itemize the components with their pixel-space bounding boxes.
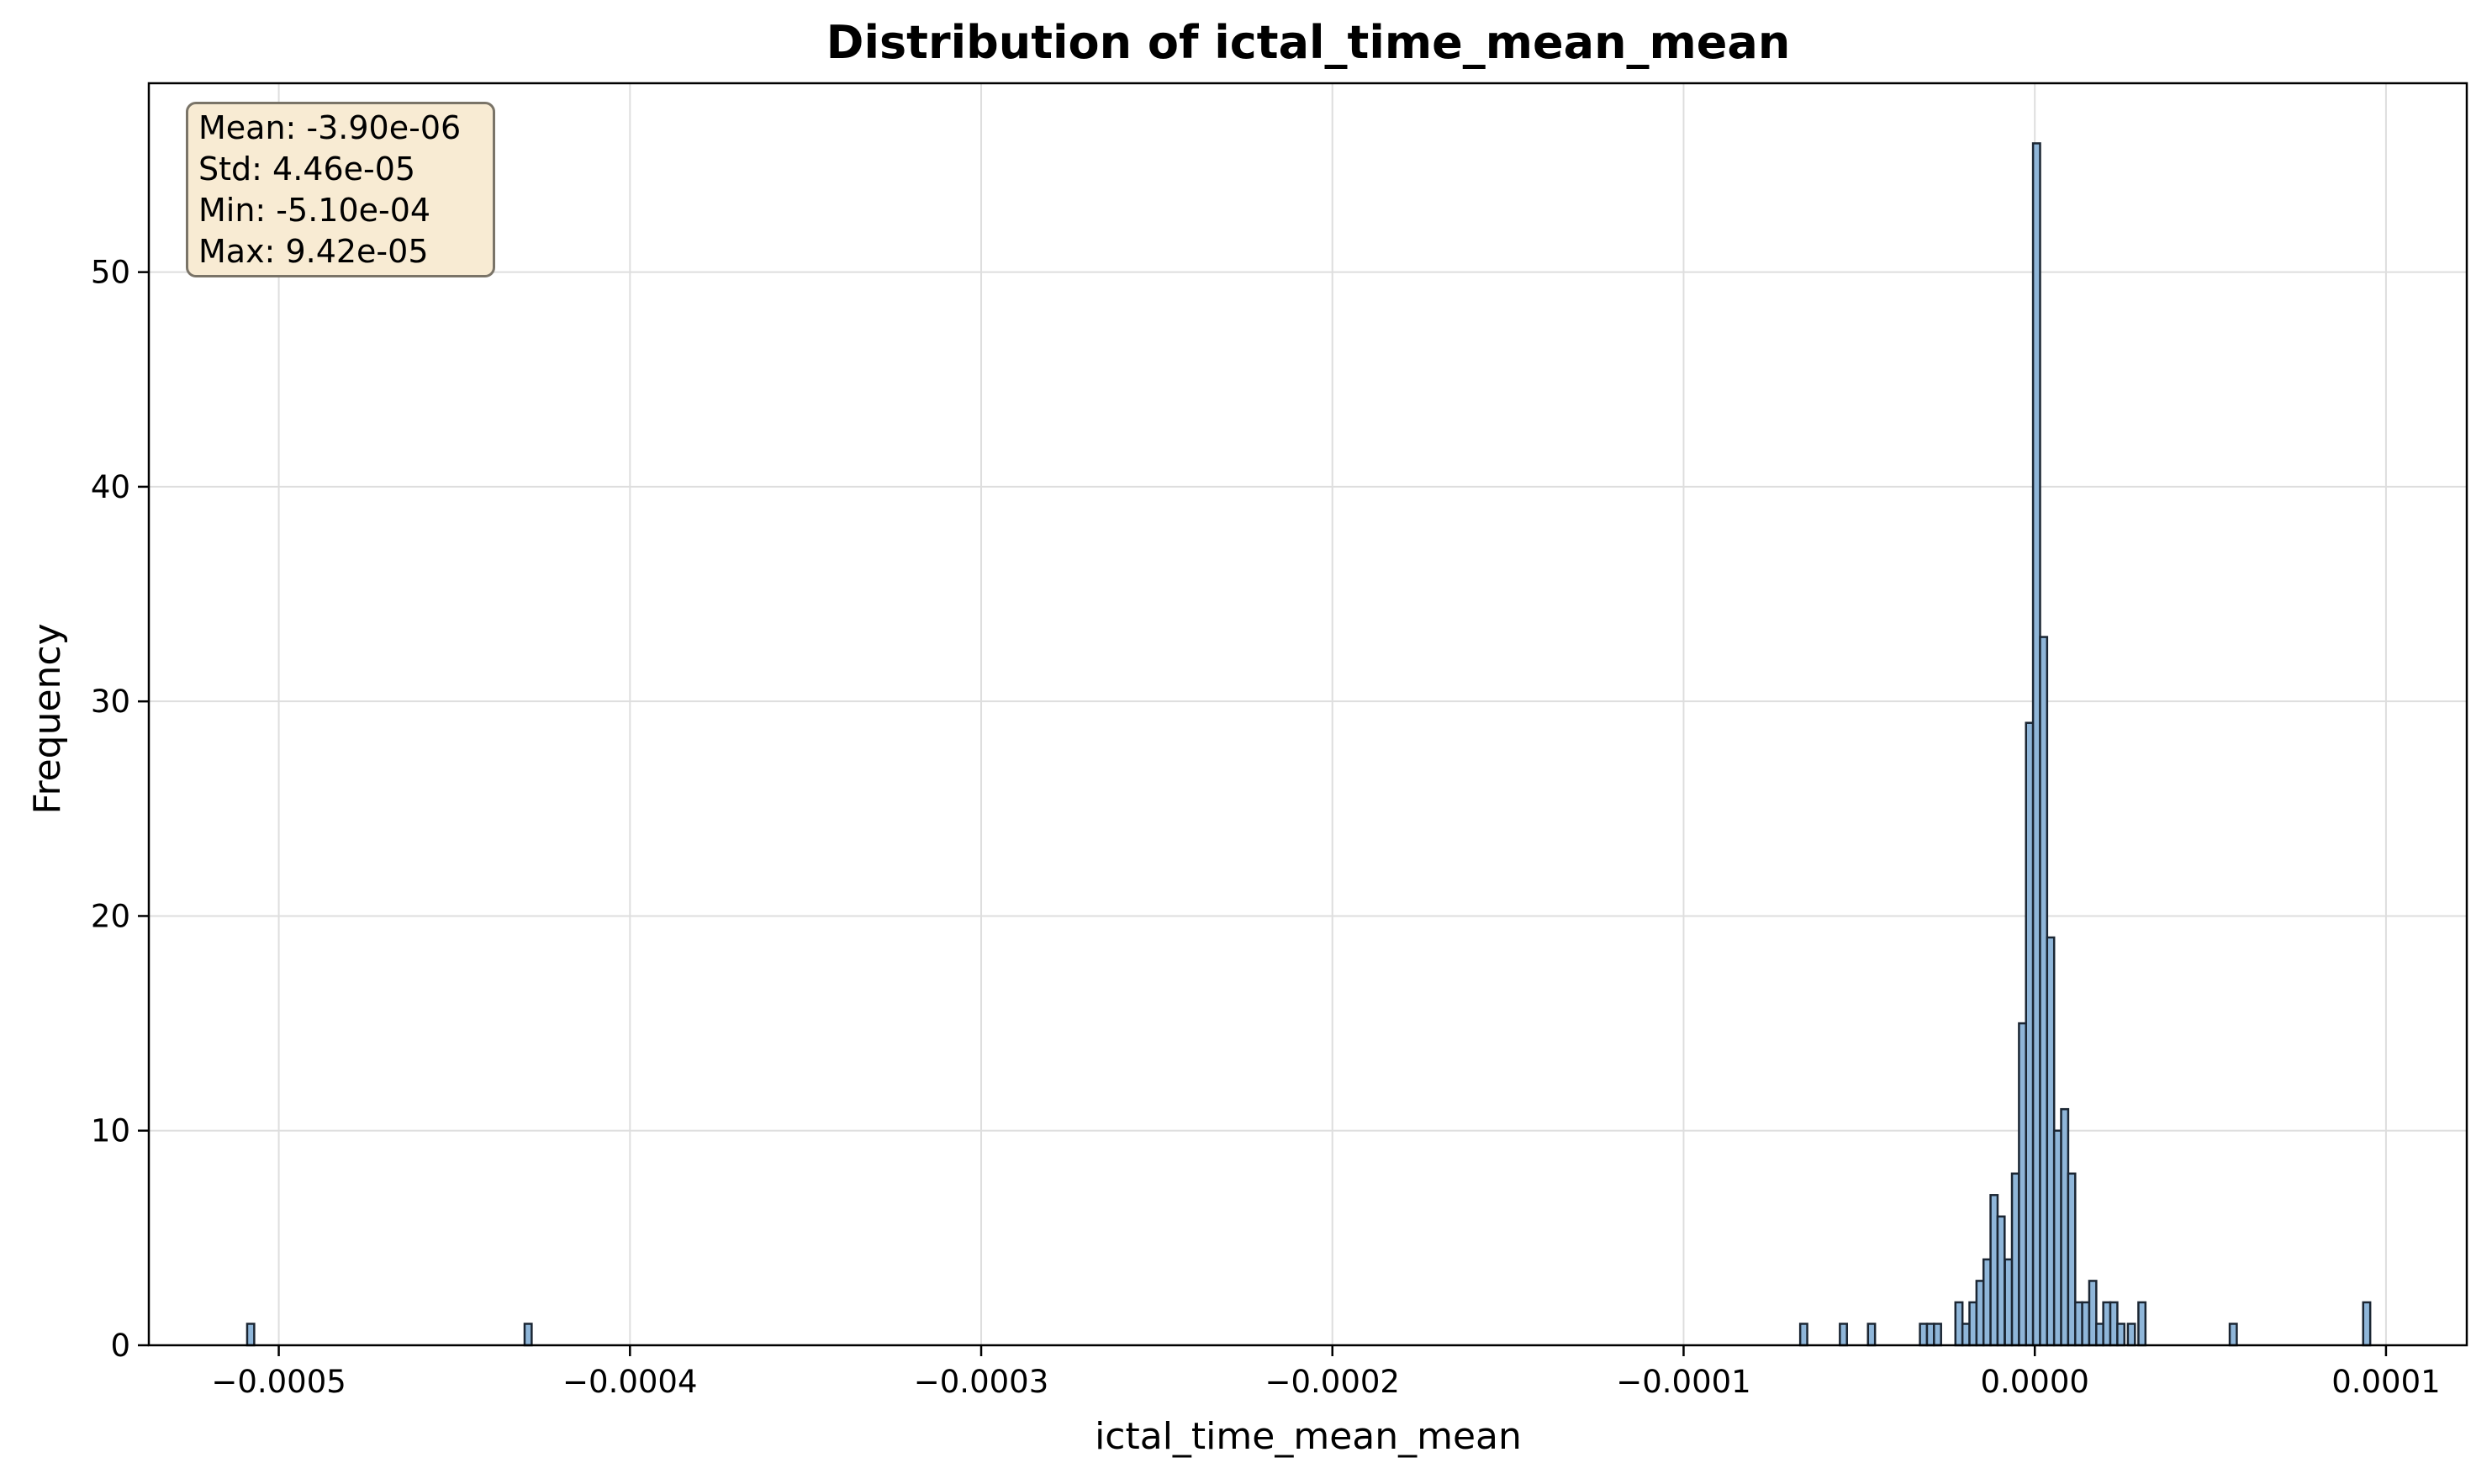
x-tick-label: 0.0001	[2331, 1364, 2440, 1400]
stats-std: Std: 4.46e-05	[198, 151, 416, 187]
y-axis-label: Frequency	[26, 623, 69, 814]
stats-min: Min: -5.10e-04	[198, 192, 431, 229]
y-tick-label: 30	[91, 684, 130, 720]
y-tick-label: 10	[91, 1113, 130, 1149]
y-tick-label: 0	[110, 1328, 130, 1364]
x-tick-label: −0.0005	[211, 1364, 346, 1400]
stats-box: Mean: -3.90e-06 Std: 4.46e-05 Min: -5.10…	[186, 102, 495, 277]
x-tick-label: −0.0004	[562, 1364, 697, 1400]
histogram-bar	[246, 1323, 256, 1347]
x-tick-label: −0.0003	[914, 1364, 1048, 1400]
histogram-bar	[2126, 1323, 2136, 1347]
x-axis-label: ictal_time_mean_mean	[1095, 1415, 1522, 1458]
axis-ticks: −0.0005 −0.0004 −0.0003 −0.0002 −0.0001 0.000…	[91, 255, 2441, 1400]
x-tick-label: −0.0001	[1616, 1364, 1750, 1400]
stats-max: Max: 9.42e-05	[198, 233, 429, 270]
y-tick-label: 20	[91, 898, 130, 934]
histogram-bar	[1933, 1323, 1942, 1347]
plot-area-frame	[147, 82, 2468, 1347]
x-tick-label: −0.0002	[1265, 1364, 1400, 1400]
histogram-bar	[1866, 1323, 1877, 1347]
histogram-bar	[1839, 1323, 1849, 1347]
y-tick-label: 40	[91, 469, 130, 505]
chart-title: Distribution of ictal_time_mean_mean	[826, 16, 1791, 69]
stats-mean: Mean: -3.90e-06	[198, 109, 462, 146]
histogram-bar	[2116, 1323, 2126, 1347]
histogram-bar	[2228, 1323, 2238, 1347]
histogram-bar	[1996, 1215, 2006, 1347]
histogram-bar	[2137, 1301, 2147, 1347]
histogram-bar	[523, 1323, 533, 1347]
histogram-bar	[1798, 1323, 1808, 1347]
y-tick-label: 50	[91, 255, 130, 291]
x-tick-label: 0.0000	[1980, 1364, 2088, 1400]
histogram-bar	[2362, 1301, 2372, 1347]
